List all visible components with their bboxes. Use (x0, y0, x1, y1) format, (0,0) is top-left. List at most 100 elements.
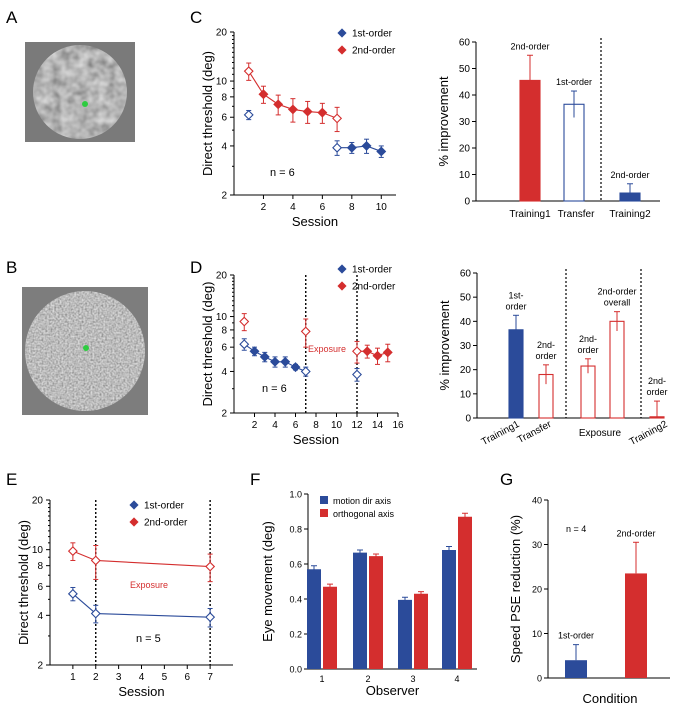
d-left-data-point (362, 346, 373, 357)
c-left-data-point (332, 113, 343, 124)
g-y-axis-label: Speed PSE reduction (%) (508, 515, 523, 663)
d-right-y-tick-label: 0 (465, 414, 471, 425)
c-left-data-point (317, 107, 328, 118)
c-right-bar-annotation: 2nd-order (510, 41, 549, 51)
f-y-tick-label: 0.2 (289, 630, 302, 640)
c-right-category-label: Training1 (509, 209, 551, 220)
e-data-point (90, 608, 101, 619)
c-left-y-tick-label: 8 (221, 92, 227, 103)
e-x-tick-label: 1 (70, 672, 76, 683)
fixation-dot-a (82, 101, 88, 107)
g-y-tick-label: 10 (532, 629, 542, 639)
e-legend-label: 2nd-order (144, 518, 188, 529)
f-x-axis-label: Observer (366, 683, 420, 698)
c-left-data-point (258, 89, 269, 100)
panel-letter-c: C (190, 8, 203, 27)
stimulus-image-b (22, 287, 148, 415)
stimulus-image-a (25, 42, 135, 142)
e-annotation-n: n = 5 (136, 633, 161, 645)
f-bar (398, 599, 412, 669)
g-y-tick-label: 0 (537, 674, 542, 684)
d-left-data-point (382, 347, 393, 358)
f-bar (458, 516, 472, 669)
e-y-tick-label: 6 (37, 582, 43, 593)
f-legend-label: orthogonal axis (333, 509, 395, 519)
fixation-dot-b (83, 345, 89, 351)
d-right-category-label: Training2 (628, 419, 670, 448)
d-left-data-point (352, 346, 362, 357)
f-bar (353, 552, 367, 669)
e-y-axis-label: Direct threshold (deg) (16, 520, 31, 645)
d-left-x-tick-label: 4 (272, 420, 278, 431)
d-left-data-point (270, 356, 280, 367)
c-left-legend-label: 1st-order (352, 29, 393, 40)
f-legend-swatch (320, 496, 328, 504)
d-right-bar-annotation: order (577, 345, 598, 355)
f-y-tick-label: 0.0 (289, 665, 302, 675)
c-left-data-point (361, 140, 372, 151)
c-right-y-tick-label: 20 (459, 144, 471, 155)
c-left-x-tick-label: 10 (376, 202, 388, 213)
c-left-data-point (273, 99, 284, 110)
d-left-series-line (357, 350, 388, 357)
panel-letter-d: D (190, 258, 203, 277)
d-left-data-point (239, 339, 250, 350)
g-y-tick-label: 40 (532, 496, 542, 506)
e-y-tick-label: 10 (32, 545, 44, 556)
d-left-y-tick-label: 4 (221, 367, 227, 378)
g-bar-annotation: 2nd-order (616, 528, 655, 538)
d-right-bar-annotation: order (535, 351, 556, 361)
d-left-annotation-n: n = 6 (262, 383, 287, 395)
d-right-category-label: Exposure (579, 428, 622, 439)
d-left-exposure-label: Exposure (308, 344, 346, 354)
d-left-x-tick-label: 14 (372, 420, 384, 431)
f-bar (442, 550, 456, 669)
g-bar (625, 573, 647, 678)
g-bar-annotation: 1st-order (558, 631, 594, 641)
e-exposure-label: Exposure (130, 580, 168, 590)
d-left-y-tick-label: 2 (221, 409, 227, 420)
c-right-bar-annotation: 1st-order (556, 77, 592, 87)
f-x-tick-label: 2 (365, 674, 370, 684)
d-left-y-tick-label: 6 (221, 343, 227, 354)
d-left-data-point (372, 350, 383, 361)
c-right-y-tick-label: 60 (459, 38, 471, 49)
f-bar (369, 556, 383, 669)
f-legend-swatch (320, 509, 328, 517)
panel-letter-a: A (6, 8, 18, 27)
f-legend-label: motion dir axis (333, 496, 392, 506)
e-data-point (205, 561, 216, 572)
e-y-tick-label: 20 (32, 496, 44, 507)
f-y-tick-label: 0.4 (289, 595, 302, 605)
d-left-data-point (290, 362, 301, 373)
d-left-x-tick-label: 8 (313, 420, 319, 431)
g-y-tick-label: 20 (532, 585, 542, 595)
g-annotation-n: n = 4 (566, 524, 586, 534)
d-left-data-point (239, 316, 250, 327)
d-right-y-tick-label: 50 (460, 293, 472, 304)
c-left-data-point (332, 142, 343, 153)
f-y-tick-label: 0.8 (289, 525, 302, 535)
e-y-tick-label: 2 (37, 661, 43, 672)
c-left-y-tick-label: 4 (221, 141, 227, 152)
e-data-point (90, 555, 101, 566)
c-right-category-label: Training2 (609, 209, 651, 220)
panel-letter-e: E (6, 470, 18, 489)
d-left-y-tick-label: 20 (216, 271, 228, 282)
d-left-x-tick-label: 12 (351, 420, 363, 431)
f-y-tick-label: 1.0 (289, 490, 302, 500)
c-left-legend-marker (337, 28, 347, 38)
c-left-x-tick-label: 8 (349, 202, 355, 213)
e-legend-label: 1st-order (144, 501, 185, 512)
e-data-point (67, 546, 78, 557)
d-right-bar-annotation: order (505, 301, 526, 311)
c-left-legend-label: 2nd-order (352, 46, 396, 57)
e-y-tick-label: 4 (37, 611, 43, 622)
c-left-x-tick-label: 2 (261, 202, 267, 213)
d-left-legend-label: 1st-order (352, 265, 393, 276)
c-left-x-tick-label: 6 (320, 202, 326, 213)
d-left-y-tick-label: 10 (216, 312, 228, 323)
d-right-bar-annotation: order (646, 387, 667, 397)
d-right-bar-annotation: overall (604, 298, 631, 308)
